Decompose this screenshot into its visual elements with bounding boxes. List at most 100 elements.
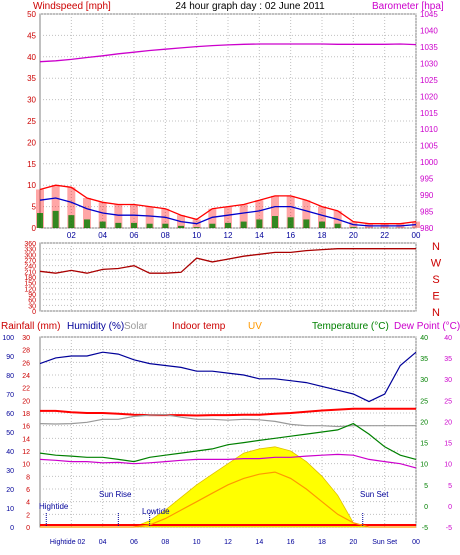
dir-tick-label: 0 [32,309,36,316]
dew-point-c-line [39,453,417,469]
plot-frame-1 [39,13,417,229]
gust-bar [130,204,138,228]
mean-bar [99,221,106,228]
baro-tick-label: 1030 [420,59,438,68]
lowtide-label: Lowtide [142,507,170,516]
baro-tick-label: 1040 [420,26,438,35]
temp-tick-label: 0 [424,504,428,511]
mean-bar [68,215,75,228]
mean-bar [146,223,153,228]
humidity-tick-label: 90 [6,354,14,361]
baro-tick-label: 995 [420,175,434,184]
time-tick-label: 00 [412,231,421,240]
gust-line [39,184,417,225]
humidity-tick-label: 70 [6,392,14,399]
temp-tick-label: 5 [424,483,428,490]
barometer-line [39,43,417,63]
temp-tick-label: 15 [420,441,428,448]
dir-tick-label: 180 [24,275,36,282]
mean-bar [52,210,59,228]
mean-bar [193,227,200,228]
wind-direction-line [39,248,416,274]
temperature-c-line [39,422,417,463]
baro-tick-label: 985 [420,208,434,217]
baro-axis-title: Barometer [hpa] [372,1,444,12]
mean-bar [225,222,231,228]
temp-tick-label: -5 [422,525,428,532]
humidity-tick-label: 100 [2,335,14,342]
dew-tick-label: -5 [446,525,452,532]
dir-tick-label: 90 [28,292,36,299]
rain-tick-label: 20 [22,398,30,405]
compass-label: N [432,307,440,319]
weather-time-label: Hightide 02 [50,539,86,546]
gust-bar [271,195,279,228]
dew-tick-label: 30 [444,377,452,384]
wind-tick-label: 50 [27,10,36,19]
mean-bar [319,221,325,228]
time-tick-label: 08 [161,231,170,240]
mean-bar [256,219,263,228]
dir-tick-label: 150 [24,281,36,288]
baro-tick-label: 1010 [420,125,438,134]
rain-tick-label: 12 [22,449,30,456]
gust-bar [51,185,60,228]
humidity-tick-label: 80 [6,373,14,380]
wind-tick-label: 5 [32,203,37,212]
humidity-line [39,351,417,403]
mean-bar [272,216,278,228]
gust-bar [318,206,326,228]
rain-tick-label: 10 [22,462,30,469]
rain-tick-label: 22 [22,386,30,393]
weather-time-label: 08 [161,539,169,546]
hum-axis-title: Humidity (%) [67,321,124,332]
time-tick-label: 02 [67,231,76,240]
mean-bar [209,223,216,228]
wind-tick-label: 25 [27,117,36,126]
weather-time-label: 18 [318,539,326,546]
temp-tick-label: 35 [420,356,428,363]
sunrise-label: Sun Rise [99,490,132,499]
temp-tick-label: 10 [420,462,428,469]
baro-tick-label: 1005 [420,142,438,151]
humidity-tick-label: 10 [6,506,14,513]
wind-tick-label: 15 [27,160,36,169]
dew-axis-title: Dew Point (°C) [394,321,460,332]
time-tick-label: 12 [224,231,233,240]
mean-bar [162,223,169,228]
mean-bar [350,227,357,228]
humidity-tick-label: 30 [6,468,14,475]
temp-tick-label: 30 [420,377,428,384]
dir-tick-label: 300 [24,252,36,259]
mean-bar [334,223,341,228]
wind-tick-label: 0 [32,224,37,233]
gust-bar [161,208,170,228]
gust-bar [36,189,44,228]
gust-bar [67,187,76,228]
gust-bar [302,200,311,228]
uv-line [40,471,416,528]
rain-tick-label: 30 [22,335,30,342]
gust-bar [83,198,91,228]
baro-tick-label: 1025 [420,76,438,85]
mean-bar [178,225,184,228]
chart-title: 24 hour graph day : 02 June 2011 [175,1,325,12]
baro-tick-label: 1015 [420,109,438,118]
time-tick-label: 20 [349,231,358,240]
baro-tick-label: 1000 [420,158,438,167]
hightide-label: Hightide [39,502,69,511]
humidity-tick-label: 50 [6,430,14,437]
temp-tick-label: 20 [420,419,428,426]
solar-axis-title: Solar [124,321,148,332]
time-tick-label: 18 [318,231,327,240]
rain-tick-label: 2 [26,512,30,519]
baro-tick-label: 1020 [420,92,438,101]
weather-time-label: 16 [287,539,295,546]
dir-tick-label: 120 [24,286,36,293]
wind-tick-label: 45 [27,31,36,40]
gust-bar [145,206,154,228]
gust-bar [208,208,217,228]
rain-tick-label: 14 [22,436,30,443]
mean-bar [84,219,90,228]
dew-tick-label: 0 [448,504,452,511]
